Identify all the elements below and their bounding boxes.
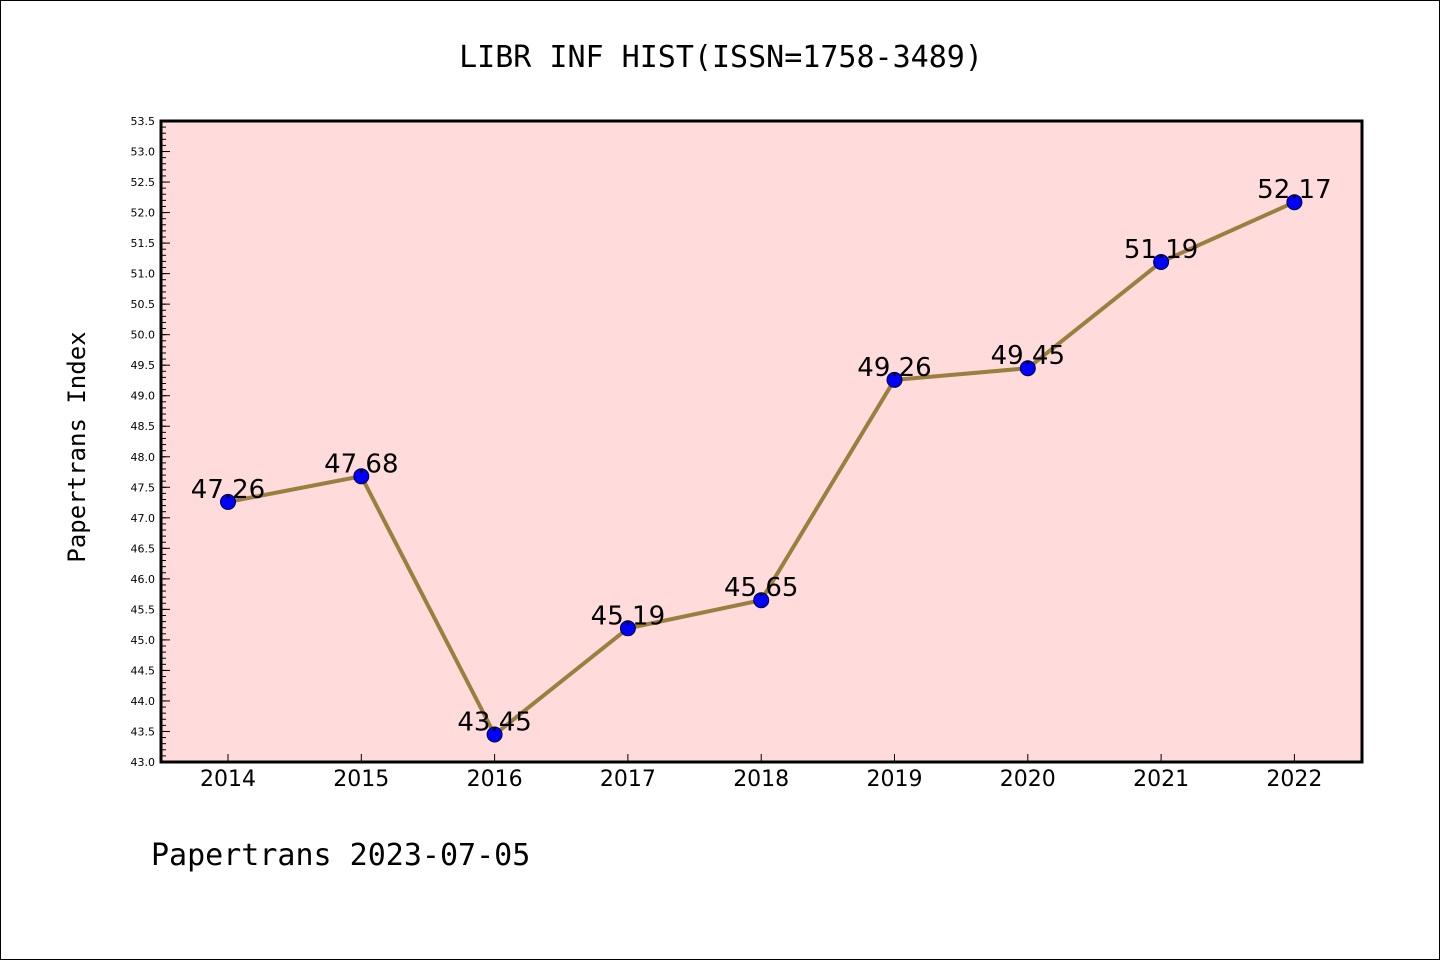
y-tick-label: 49.5	[131, 359, 156, 372]
x-tick-label: 2018	[733, 767, 789, 792]
y-tick-label: 52.5	[131, 176, 156, 189]
data-label: 45.65	[724, 573, 798, 603]
y-axis-ticks: 43.0 43.5 44.0 44.5 45.0 45.5 46.0 46.5 47.0 47.5…	[131, 115, 170, 769]
y-tick-label: 47.0	[131, 512, 156, 525]
chart-title: LIBR INF HIST(ISSN=1758-3489)	[459, 40, 983, 75]
x-tick-label: 2017	[600, 767, 656, 792]
x-tick-label: 2020	[1000, 767, 1056, 792]
plot-area	[161, 121, 1362, 762]
y-tick-label: 48.5	[131, 420, 156, 433]
y-tick-label: 53.0	[131, 146, 156, 159]
y-tick-label: 53.5	[131, 115, 156, 128]
data-point	[1153, 254, 1170, 271]
y-tick-label: 48.0	[131, 451, 156, 464]
y-tick-label: 52.0	[131, 207, 156, 220]
data-label: 43.45	[457, 708, 531, 738]
data-label: 47.26	[191, 475, 265, 505]
data-point	[353, 468, 370, 485]
y-tick-label: 43.5	[131, 725, 156, 738]
x-tick-label: 2019	[867, 767, 923, 792]
data-label: 49.45	[991, 341, 1065, 371]
data-label: 45.19	[591, 601, 665, 631]
data-labels: 47.26 47.68 43.45 45.19 45.65 49.26 49.45 51.19…	[191, 175, 1332, 737]
y-tick-label: 50.0	[131, 329, 156, 342]
x-tick-label: 2021	[1133, 767, 1189, 792]
y-tick-label: 47.5	[131, 481, 156, 494]
data-point	[1019, 360, 1036, 377]
x-tick-label: 2016	[467, 767, 523, 792]
y-tick-label: 45.5	[131, 603, 156, 616]
data-point	[486, 726, 503, 743]
y-tick-label: 46.5	[131, 542, 156, 555]
data-label: 51.19	[1124, 235, 1198, 265]
y-tick-label: 44.0	[131, 695, 156, 708]
x-tick-label: 2022	[1266, 767, 1322, 792]
x-tick-label: 2014	[200, 767, 256, 792]
y-tick-label: 45.0	[131, 634, 156, 647]
data-markers	[220, 194, 1303, 743]
plot-border	[159, 119, 1364, 764]
y-tick-label: 43.0	[131, 756, 156, 769]
y-tick-label: 44.5	[131, 664, 156, 677]
data-label: 49.26	[857, 353, 931, 383]
footer-text: Papertrans 2023-07-05	[151, 838, 530, 873]
data-label: 52.17	[1257, 175, 1331, 205]
data-label: 47.68	[324, 449, 398, 479]
data-point	[886, 371, 903, 388]
data-point	[619, 620, 636, 637]
y-tick-label: 49.0	[131, 390, 156, 403]
x-axis-ticks: 2014 2015 2016 2017 2018 2019 2020 2021 2022	[200, 754, 1322, 792]
data-point	[753, 592, 770, 609]
y-tick-label: 51.0	[131, 268, 156, 281]
y-tick-label: 51.5	[131, 237, 156, 250]
y-axis-label: Papertrans Index	[63, 331, 91, 562]
data-point	[1286, 194, 1303, 211]
y-tick-label: 46.0	[131, 573, 156, 586]
x-tick-label: 2015	[333, 767, 389, 792]
data-point	[220, 493, 236, 510]
y-tick-label: 50.5	[131, 298, 156, 311]
